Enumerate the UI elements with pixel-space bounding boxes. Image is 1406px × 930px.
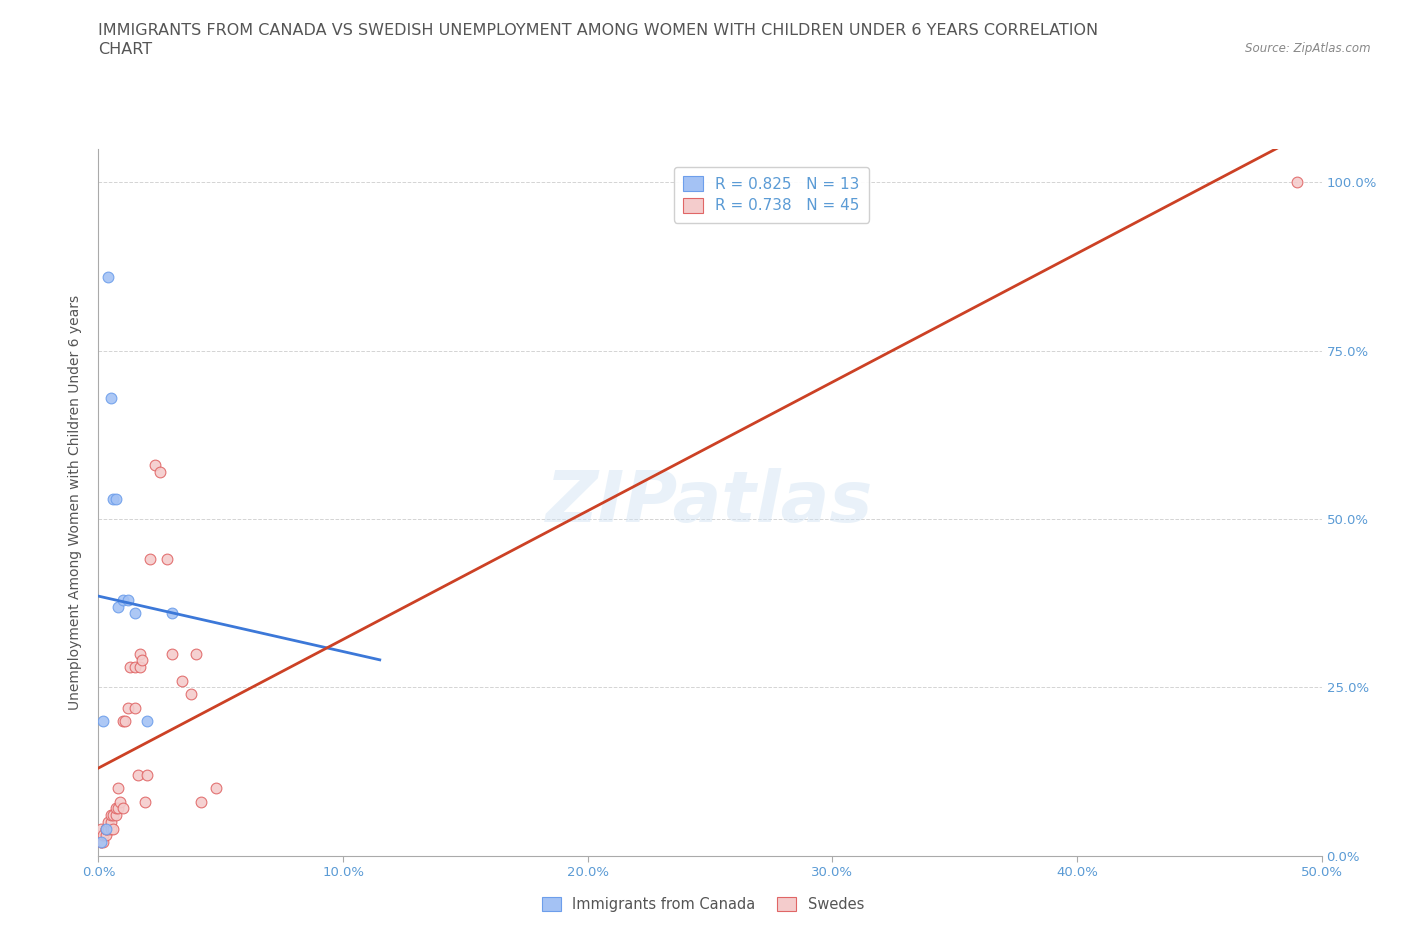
Point	[111, 713, 134, 728]
Point	[107, 781, 129, 796]
Point	[91, 835, 114, 850]
Point	[101, 491, 124, 506]
Point	[90, 828, 112, 843]
Point	[124, 605, 146, 620]
Point	[111, 801, 134, 816]
Point	[180, 686, 202, 701]
Point	[101, 808, 124, 823]
Point	[134, 794, 156, 809]
Text: IMMIGRANTS FROM CANADA VS SWEDISH UNEMPLOYMENT AMONG WOMEN WITH CHILDREN UNDER 6: IMMIGRANTS FROM CANADA VS SWEDISH UNEMPL…	[98, 23, 1098, 38]
Point	[90, 835, 112, 850]
Point	[110, 794, 132, 809]
Point	[136, 713, 159, 728]
Point	[156, 552, 179, 567]
Point	[129, 659, 152, 674]
Point	[160, 605, 183, 620]
Point	[100, 815, 122, 830]
Point	[94, 821, 117, 836]
Point	[100, 808, 122, 823]
Point	[104, 808, 127, 823]
Point	[186, 646, 208, 661]
Point	[91, 828, 114, 843]
Text: CHART: CHART	[98, 42, 152, 57]
Point	[170, 673, 193, 688]
Point	[124, 659, 146, 674]
Point	[205, 781, 228, 796]
Point	[124, 700, 146, 715]
Text: ZIPatlas: ZIPatlas	[547, 468, 873, 537]
Point	[190, 794, 212, 809]
Point	[1286, 175, 1309, 190]
Point	[107, 599, 129, 614]
Point	[139, 552, 162, 567]
Point	[149, 464, 172, 479]
Point	[90, 821, 112, 836]
Point	[104, 491, 127, 506]
Point	[129, 646, 152, 661]
Point	[104, 801, 127, 816]
Legend: R = 0.825   N = 13, R = 0.738   N = 45: R = 0.825 N = 13, R = 0.738 N = 45	[673, 167, 869, 222]
Point	[97, 821, 120, 836]
Point	[111, 592, 134, 607]
Point	[90, 835, 112, 850]
Point	[114, 713, 136, 728]
Point	[117, 700, 139, 715]
Point	[127, 767, 149, 782]
Point	[120, 659, 142, 674]
Point	[131, 653, 153, 668]
Y-axis label: Unemployment Among Women with Children Under 6 years: Unemployment Among Women with Children U…	[69, 295, 83, 710]
Legend: Immigrants from Canada, Swedes: Immigrants from Canada, Swedes	[536, 891, 870, 918]
Point	[101, 821, 124, 836]
Point	[97, 815, 120, 830]
Point	[94, 828, 117, 843]
Point	[94, 821, 117, 836]
Text: Source: ZipAtlas.com: Source: ZipAtlas.com	[1246, 42, 1371, 55]
Point	[100, 391, 122, 405]
Point	[100, 821, 122, 836]
Point	[160, 646, 183, 661]
Point	[97, 270, 120, 285]
Point	[91, 713, 114, 728]
Point	[136, 767, 159, 782]
Point	[117, 592, 139, 607]
Point	[90, 835, 112, 850]
Point	[107, 801, 129, 816]
Point	[143, 458, 166, 472]
Point	[94, 821, 117, 836]
